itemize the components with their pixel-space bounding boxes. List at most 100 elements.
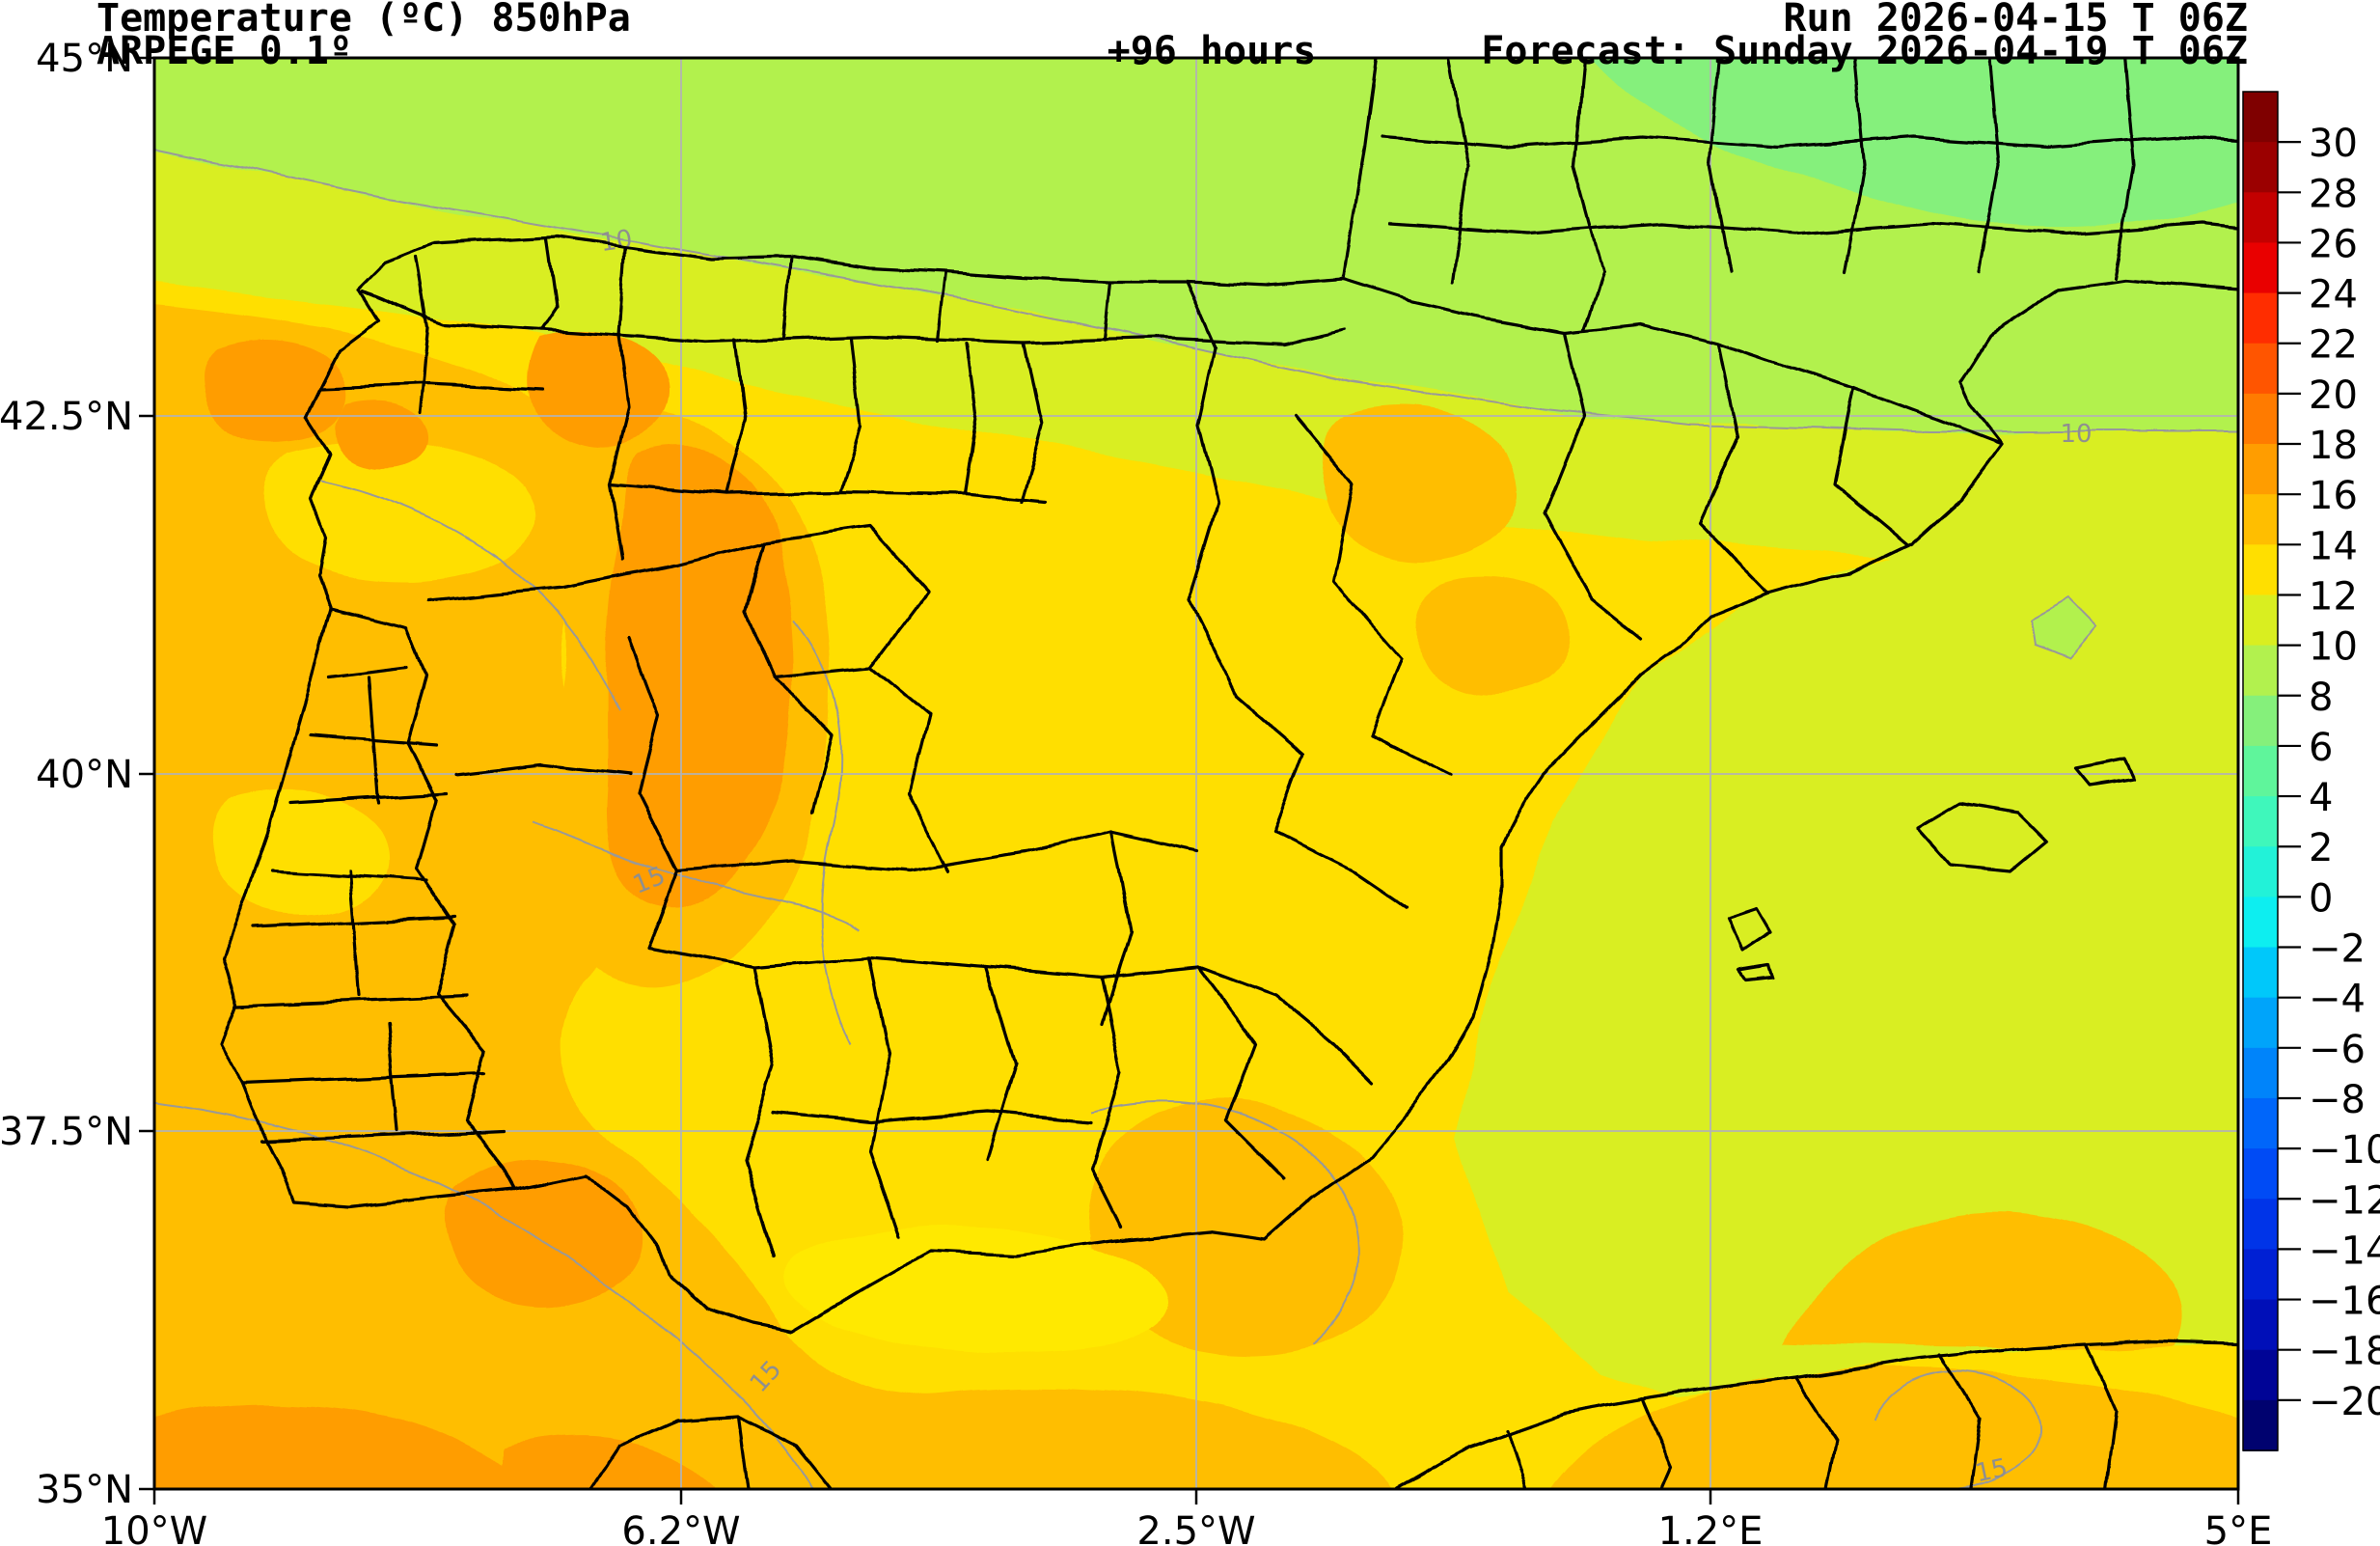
fill-6-8-france (1591, 58, 2238, 229)
department-line (1380, 135, 2238, 149)
colorbar-tick-label: 26 (2309, 222, 2358, 266)
x-axis-label: 6.2°W (621, 1509, 740, 1546)
fill-10-12-sea-band (154, 150, 2238, 1394)
colorbar-tick-label: 20 (2309, 373, 2358, 418)
province-line (724, 338, 747, 496)
province-line (1505, 1428, 1528, 1489)
province-line (963, 342, 978, 496)
colorbar-tick-label: −12 (2309, 1178, 2380, 1223)
island-mallorca (1916, 801, 2049, 872)
colorbar-segment (2243, 1349, 2278, 1401)
y-axis-label: 35°N (36, 1468, 133, 1512)
fill-16-18-bottom-left (154, 1403, 539, 1489)
island-ibiza (1727, 907, 1773, 953)
department-line (2113, 58, 2136, 280)
province-line (743, 965, 776, 1258)
province-line (1794, 1376, 1837, 1489)
colorbar-segment (2243, 745, 2278, 797)
province-line (318, 382, 544, 392)
province-line (772, 676, 834, 814)
colorbar-segment (2243, 1399, 2278, 1451)
island-menorca (2074, 757, 2136, 787)
province-line (1185, 280, 1217, 349)
x-axis-label: 2.5°W (1136, 1509, 1255, 1546)
province-line (1090, 975, 1123, 1229)
colorbar-segment (2243, 292, 2278, 345)
colorbar-tick-label: −8 (2309, 1078, 2366, 1122)
province-line (453, 762, 631, 776)
colorbar-tick-label: 0 (2309, 876, 2333, 921)
province-line (1293, 413, 1403, 737)
fill-16-18-valladolid (526, 334, 669, 449)
colorbar-tick-label: 12 (2309, 574, 2358, 619)
border-portugal-spain (328, 606, 517, 1191)
province-line (675, 849, 1026, 872)
province-line (1939, 1354, 1982, 1489)
department-line (1843, 58, 1866, 274)
fill-14-16-ebro2 (1416, 575, 1570, 695)
fill-14-16-africa-east (1787, 1213, 2181, 1349)
colorbar-tick-label: 18 (2309, 424, 2358, 468)
isotherm-label: 10 (2060, 420, 2092, 449)
fill-12-14-duero (265, 441, 535, 581)
y-axis-label: 42.5°N (0, 395, 133, 439)
colorbar-segment (2243, 846, 2278, 898)
y-axis-label: 37.5°N (0, 1110, 133, 1154)
colorbar-segment (2243, 192, 2278, 244)
colorbar-tick-label: 2 (2309, 826, 2333, 870)
fill-16-18-madrid (604, 448, 794, 910)
province-line (1640, 1397, 1673, 1489)
province-line (1698, 342, 1769, 594)
colorbar-segment (2243, 544, 2278, 596)
colorbar-segment (2243, 242, 2278, 294)
colorbar-segment (2243, 947, 2278, 999)
title-line2-model: ARPEGE 0.1º (96, 29, 352, 73)
colorbar-segment (2243, 393, 2278, 445)
province-line (361, 290, 544, 332)
district-line (289, 791, 448, 805)
province-line (984, 965, 1017, 1162)
district-line (236, 994, 467, 1008)
department-line (1447, 58, 1470, 284)
province-line (617, 247, 627, 338)
colorbar-segment (2243, 494, 2278, 546)
colorbar-tick-label: 6 (2309, 726, 2333, 770)
province-line (1273, 830, 1409, 909)
contour-15-south (154, 1101, 813, 1489)
colorbar-tick-label: 4 (2309, 776, 2333, 820)
province-line (1102, 280, 1111, 342)
colorbar-segment (2243, 444, 2278, 495)
colorbar-segment (2243, 142, 2278, 194)
colorbar-tick-label: −16 (2309, 1280, 2380, 1324)
island-formentera (1737, 964, 1773, 982)
graticule (154, 58, 2238, 1489)
province-line (1235, 695, 1306, 834)
province-line (608, 483, 1046, 504)
province-line (737, 1415, 751, 1489)
contour-10-north (154, 149, 2238, 432)
isotherm-label: 10 (598, 225, 634, 258)
province-line (1100, 830, 1133, 1027)
colorbar-segment (2243, 343, 2278, 395)
province-line (415, 255, 430, 417)
contour-15-tagus (532, 821, 862, 929)
colorbar-tick-label: 14 (2309, 524, 2358, 568)
coastline-iberia-france (220, 58, 2238, 1334)
colorbar-tick-label: −4 (2309, 978, 2366, 1022)
province-line (1544, 330, 1644, 641)
colorbar-segment (2243, 1047, 2278, 1099)
province-line (839, 336, 862, 494)
colorbar-tick-label: −18 (2309, 1330, 2380, 1374)
axes: 10°W 6.2°W 2.5°W 1.2°E 5°E 45°N 42.5°N 40°N 37.5… (0, 37, 2272, 1546)
border-pyrenees (1342, 278, 2004, 446)
colorbar-segment (2243, 1097, 2278, 1149)
province-line (1196, 965, 1287, 1181)
x-axis-label: 10°W (101, 1509, 207, 1546)
colorbar-segment (2243, 1148, 2278, 1201)
district-line (328, 666, 409, 679)
boundaries (220, 58, 2238, 1489)
fill-16-18-galicia2 (335, 400, 427, 468)
